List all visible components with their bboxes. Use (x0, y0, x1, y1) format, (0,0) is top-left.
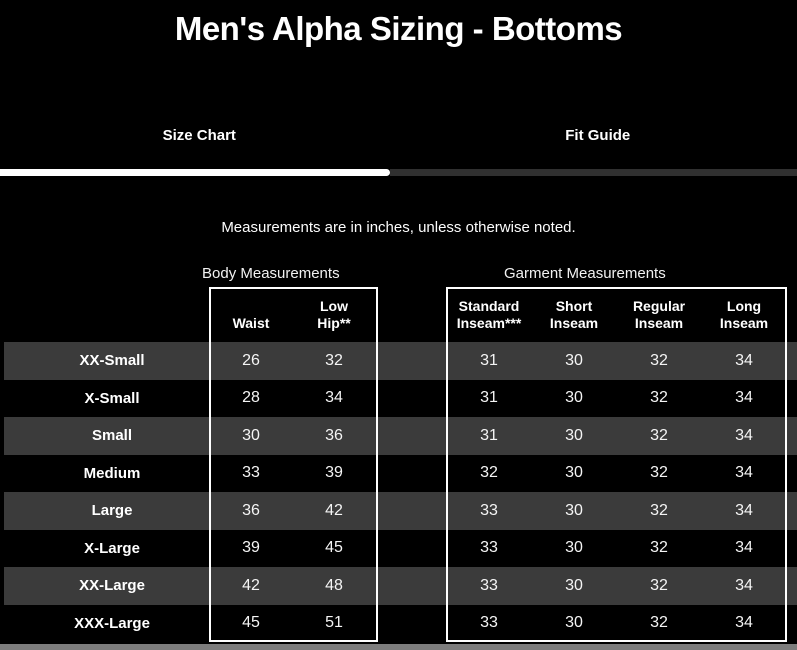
table-row: XX-Small 26 32 31 30 32 34 (4, 342, 797, 380)
measurement-value: 32 (650, 501, 668, 519)
horizontal-scrollbar[interactable] (0, 644, 797, 650)
measurement-value: 30 (565, 464, 583, 482)
size-label: Medium (83, 464, 141, 482)
measurement-value: 39 (242, 539, 260, 557)
measurement-value: 34 (735, 614, 753, 632)
table-row: Large 36 42 33 30 32 34 (4, 492, 797, 530)
column-header-waist: Waist (232, 315, 270, 332)
tab-underline-active (0, 169, 390, 176)
size-label: X-Small (84, 389, 140, 407)
column-header-short-inseam: Short Inseam (549, 298, 599, 332)
size-label: XX-Large (79, 577, 145, 595)
size-label: XXX-Large (74, 614, 150, 632)
table-row: XXX-Large 45 51 33 30 32 34 (4, 604, 797, 642)
measurement-value: 34 (735, 426, 753, 444)
measurement-value: 30 (565, 539, 583, 557)
measurement-value: 36 (242, 501, 260, 519)
table-row: Medium 33 39 32 30 32 34 (4, 454, 797, 492)
measurement-value: 33 (242, 464, 260, 482)
measurement-value: 31 (480, 389, 498, 407)
measurement-value: 39 (325, 464, 343, 482)
measurement-value: 36 (325, 426, 343, 444)
measurement-value: 32 (325, 351, 343, 369)
measurement-value: 26 (242, 351, 260, 369)
measurement-value: 34 (735, 389, 753, 407)
measurement-value: 30 (565, 426, 583, 444)
table-row: X-Small 28 34 31 30 32 34 (4, 379, 797, 417)
measurement-value: 32 (650, 539, 668, 557)
measurement-value: 31 (480, 351, 498, 369)
measurement-value: 48 (325, 576, 343, 594)
measurement-value: 45 (325, 539, 343, 557)
measurement-value: 32 (650, 389, 668, 407)
measurement-value: 30 (565, 389, 583, 407)
measurement-value: 28 (242, 389, 260, 407)
size-label: Small (91, 427, 133, 445)
measurement-value: 42 (242, 576, 260, 594)
table-row: Small 30 36 31 30 32 34 (4, 417, 797, 455)
measurement-value: 32 (650, 464, 668, 482)
measurement-value: 33 (480, 614, 498, 632)
measurement-value: 42 (325, 501, 343, 519)
measurement-value: 30 (242, 426, 260, 444)
measurement-value: 32 (650, 614, 668, 632)
measurement-value: 45 (242, 614, 260, 632)
measurement-value: 32 (480, 464, 498, 482)
measurement-value: 34 (325, 389, 343, 407)
column-header-standard-inseam: Standard Inseam*** (456, 298, 522, 332)
garment-measurements-label: Garment Measurements (504, 265, 666, 282)
column-header-long-inseam: Long Inseam (719, 298, 769, 332)
tab-size-chart[interactable]: Size Chart (162, 126, 236, 144)
measurement-value: 33 (480, 539, 498, 557)
tab-bar: Size Chart Fit Guide (0, 118, 797, 152)
page-title: Men's Alpha Sizing - Bottoms (174, 10, 623, 47)
tab-fit-guide[interactable]: Fit Guide (565, 126, 631, 144)
measurement-value: 34 (735, 539, 753, 557)
measurement-value: 32 (650, 351, 668, 369)
tab-underline-inactive (390, 169, 797, 176)
measurement-value: 34 (735, 501, 753, 519)
measurement-value: 30 (565, 576, 583, 594)
measurement-value: 33 (480, 501, 498, 519)
size-label: X-Large (84, 539, 140, 557)
measurement-value: 30 (565, 614, 583, 632)
measurement-value: 30 (565, 351, 583, 369)
table-row: X-Large 39 45 33 30 32 34 (4, 529, 797, 567)
measurement-value: 32 (650, 576, 668, 594)
measurement-value: 34 (735, 576, 753, 594)
measurement-value: 31 (480, 426, 498, 444)
column-header-low-hip: Low Hip** (317, 298, 351, 332)
measurement-value: 33 (480, 576, 498, 594)
measurement-value: 32 (650, 426, 668, 444)
measurement-value: 34 (735, 351, 753, 369)
size-label: XX-Small (79, 352, 145, 370)
table-row: XX-Large 42 48 33 30 32 34 (4, 567, 797, 605)
size-label: Large (91, 502, 133, 520)
units-note: Measurements are in inches, unless other… (221, 219, 576, 236)
measurement-value: 30 (565, 501, 583, 519)
measurement-value: 34 (735, 464, 753, 482)
measurement-value: 51 (325, 614, 343, 632)
body-measurements-label: Body Measurements (202, 265, 340, 282)
column-header-regular-inseam: Regular Inseam (632, 298, 686, 332)
tab-underline (0, 169, 797, 176)
